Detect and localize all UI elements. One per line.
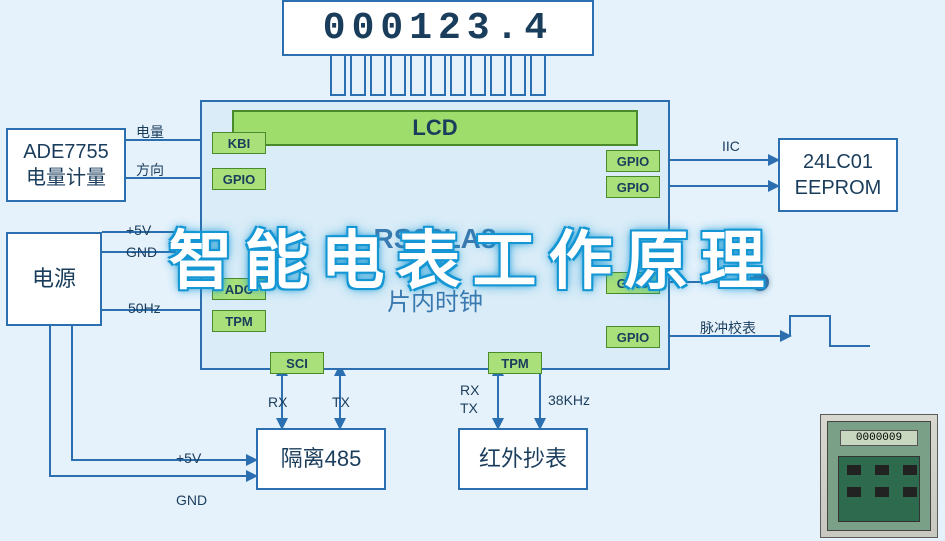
pin-tpm_b-label: TPM — [501, 356, 528, 371]
wire — [790, 316, 870, 346]
ade7755-block-line1: ADE7755 — [23, 139, 109, 165]
lcd-display-block: 000123.4 — [282, 0, 594, 56]
pin-kbi-label: KBI — [228, 136, 250, 151]
pin-sci: SCI — [270, 352, 324, 374]
wire-label-p5v_b: +5V — [176, 450, 201, 466]
mcu-title: RS08LA8 — [374, 223, 497, 255]
wire-label-fifty: 50Hz — [128, 300, 161, 316]
power-block-line1: 电源 — [32, 265, 76, 294]
wire-label-rx_b: RX — [460, 382, 479, 398]
wire-label-k38: 38KHz — [548, 392, 590, 408]
ade7755-block-line2: 电量计量 — [26, 165, 106, 191]
wire-label-iic: IIC — [722, 138, 740, 154]
mcu-sub: P-48 — [416, 255, 454, 276]
pin-gpio_r4-label: GPIO — [617, 330, 650, 345]
meter-photo: 0000009 — [820, 414, 938, 538]
wire-label-dianliang: 电量 — [136, 122, 164, 142]
wire-label-gnd_a: GND — [126, 244, 157, 260]
eeprom-block: 24LC01EEPROM — [778, 138, 898, 212]
wire-label-gnd_b: GND — [176, 492, 207, 508]
eeprom-block-line2: EEPROM — [795, 175, 882, 201]
pin-gpio_r1: GPIO — [606, 150, 660, 172]
pin-adc-label: ADC — [225, 282, 253, 297]
pin-tpm_l-label: TPM — [225, 314, 252, 329]
led-indicator — [751, 273, 769, 291]
power-block: 电源 — [6, 232, 102, 326]
lcd-bar: LCD — [232, 110, 638, 146]
pin-gpio_r3: GPIO — [606, 272, 660, 294]
pin-gpio_l-label: GPIO — [223, 172, 256, 187]
pin-adc: ADC — [212, 278, 266, 300]
diagram-canvas: 000123.4 RS08LA8P-48 片内时钟 LCD ADE7755电量计量电源 2… — [0, 0, 945, 541]
wire-label-tx_a: TX — [332, 394, 350, 410]
pin-gpio_l: GPIO — [212, 168, 266, 190]
pin-tpm_l: TPM — [212, 310, 266, 332]
eeprom-block-line1: 24LC01 — [803, 149, 873, 175]
lcd-display-value: 000123.4 — [323, 7, 553, 50]
ir-block-line1: 红外抄表 — [479, 445, 567, 474]
pin-gpio_r4: GPIO — [606, 326, 660, 348]
pin-gpio_r2-label: GPIO — [617, 180, 650, 195]
lcd-connector-comb — [300, 56, 576, 96]
ade7755-block: ADE7755电量计量 — [6, 128, 126, 202]
pin-sci-label: SCI — [286, 356, 308, 371]
iso485-block: 隔离485 — [256, 428, 386, 490]
pin-tpm_b: TPM — [488, 352, 542, 374]
iso485-block-line1: 隔离485 — [281, 445, 362, 474]
wire-label-pulse: 脉冲校表 — [700, 318, 756, 338]
pin-gpio_r2: GPIO — [606, 176, 660, 198]
lcd-bar-label: LCD — [412, 115, 457, 141]
meter-photo-lcd: 0000009 — [840, 430, 918, 446]
wire-label-tx_b: TX — [460, 400, 478, 416]
pin-gpio_r1-label: GPIO — [617, 154, 650, 169]
wire-label-fangxiang: 方向 — [136, 160, 164, 180]
ir-block: 红外抄表 — [458, 428, 588, 490]
wire-label-rx_a: RX — [268, 394, 287, 410]
pin-kbi: KBI — [212, 132, 266, 154]
pin-gpio_r3-label: GPIO — [617, 276, 650, 291]
mcu-clock-label: 片内时钟 — [387, 282, 483, 317]
wire-label-p5v_a: +5V — [126, 222, 151, 238]
